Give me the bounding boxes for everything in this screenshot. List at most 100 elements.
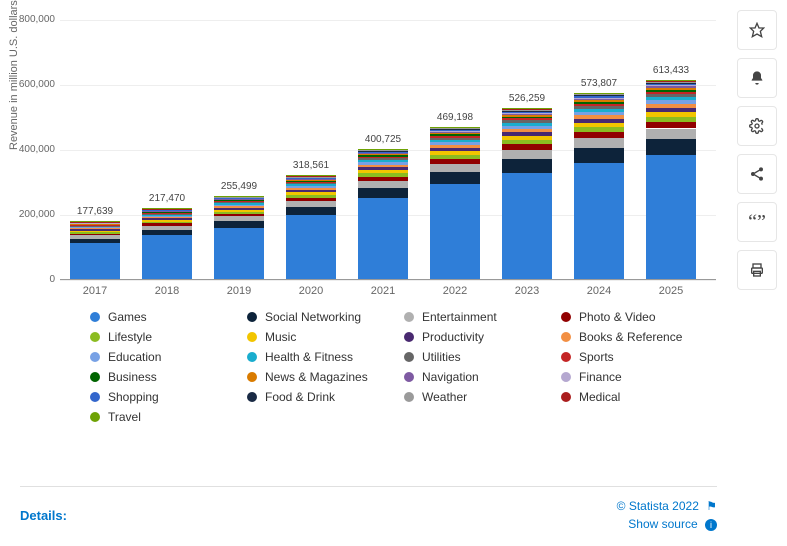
legend-item-travel[interactable]: Travel [90,410,239,424]
segment-photo-video [574,132,624,138]
segment-books-reference [286,188,336,190]
segment-weather [502,110,552,111]
legend-item-business[interactable]: Business [90,370,239,384]
legend-item-social-networking[interactable]: Social Networking [247,310,396,324]
legend-swatch [404,332,414,342]
segment-education [430,142,480,145]
segment-health-fitness [502,123,552,126]
segment-music [142,220,192,222]
segment-weather [646,82,696,83]
segment-lifestyle [70,232,120,234]
segment-photo-video [502,144,552,149]
plot-area: 0200,000400,000600,000800,000177,6392017… [60,20,716,280]
segment-health-fitness [214,203,264,204]
y-tick-label: 400,000 [10,144,55,155]
legend-item-photo-video[interactable]: Photo & Video [561,310,710,324]
legend-item-games[interactable]: Games [90,310,239,324]
legend-item-food-drink[interactable]: Food & Drink [247,390,396,404]
segment-utilities [430,138,480,140]
legend-item-education[interactable]: Education [90,350,239,364]
segment-business [286,181,336,182]
legend-label: Photo & Video [579,310,656,324]
legend-item-books-reference[interactable]: Books & Reference [561,330,710,344]
legend-item-utilities[interactable]: Utilities [404,350,553,364]
legend-swatch [90,372,100,382]
x-tick-label: 2025 [646,285,696,297]
segment-utilities [70,226,120,227]
notify-button[interactable] [737,58,777,98]
segment-weather [574,94,624,95]
legend-swatch [247,352,257,362]
legend-label: Books & Reference [579,330,682,344]
legend-item-weather[interactable]: Weather [404,390,553,404]
legend-item-productivity[interactable]: Productivity [404,330,553,344]
segment-shopping [430,130,480,131]
segment-education [646,100,696,104]
segment-navigation [214,199,264,200]
segment-navigation [286,179,336,180]
segment-social-networking [574,148,624,163]
segment-utilities [574,106,624,109]
segment-lifestyle [646,117,696,122]
bar-total-label: 613,433 [646,65,696,76]
legend-label: Education [108,350,161,364]
bar-total-label: 469,198 [430,112,480,123]
print-button[interactable] [737,250,777,290]
segment-navigation [358,153,408,154]
segment-education [214,205,264,206]
share-button[interactable] [737,154,777,194]
segment-finance [502,113,552,114]
segment-finance [646,85,696,86]
segment-sports [142,213,192,214]
legend-item-finance[interactable]: Finance [561,370,710,384]
segment-books-reference [142,217,192,218]
segment-health-fitness [430,140,480,142]
toolbar: “” [737,10,777,298]
segment-news-magazines [358,154,408,155]
segment-social-networking [286,207,336,215]
legend-item-shopping[interactable]: Shopping [90,390,239,404]
segment-education [574,112,624,115]
segment-entertainment [214,216,264,221]
segment-utilities [214,202,264,203]
legend-item-health-fitness[interactable]: Health & Fitness [247,350,396,364]
segment-lifestyle [214,212,264,214]
segment-entertainment [142,226,192,230]
segment-education [142,216,192,217]
show-source-link[interactable]: Show source i [617,517,717,531]
segment-food-drink [574,95,624,96]
legend-item-news-magazines[interactable]: News & Magazines [247,370,396,384]
legend-item-music[interactable]: Music [247,330,396,344]
segment-productivity [646,108,696,112]
segment-sports [70,225,120,226]
segment-travel [574,93,624,94]
segment-food-drink [286,177,336,178]
segment-productivity [142,218,192,220]
x-tick-label: 2024 [574,285,624,297]
segment-travel [430,127,480,128]
legend-item-sports[interactable]: Sports [561,350,710,364]
legend-item-medical[interactable]: Medical [561,390,710,404]
legend-item-entertainment[interactable]: Entertainment [404,310,553,324]
legend-label: Travel [108,410,141,424]
cite-button[interactable]: “” [737,202,777,242]
segment-news-magazines [142,211,192,212]
segment-lifestyle [286,195,336,198]
segment-books-reference [574,115,624,119]
legend-item-lifestyle[interactable]: Lifestyle [90,330,239,344]
segment-shopping [358,152,408,153]
y-tick-label: 0 [10,274,55,285]
legend-swatch [561,372,571,382]
segment-music [430,151,480,155]
legend-item-navigation[interactable]: Navigation [404,370,553,384]
segment-productivity [358,167,408,170]
segment-photo-video [142,223,192,225]
segment-productivity [70,229,120,230]
segment-business [430,134,480,136]
segment-games [574,163,624,279]
x-tick-label: 2017 [70,285,120,297]
settings-button[interactable] [737,106,777,146]
details-toggle[interactable]: Details: [20,508,67,523]
segment-navigation [646,86,696,88]
favorite-button[interactable] [737,10,777,50]
